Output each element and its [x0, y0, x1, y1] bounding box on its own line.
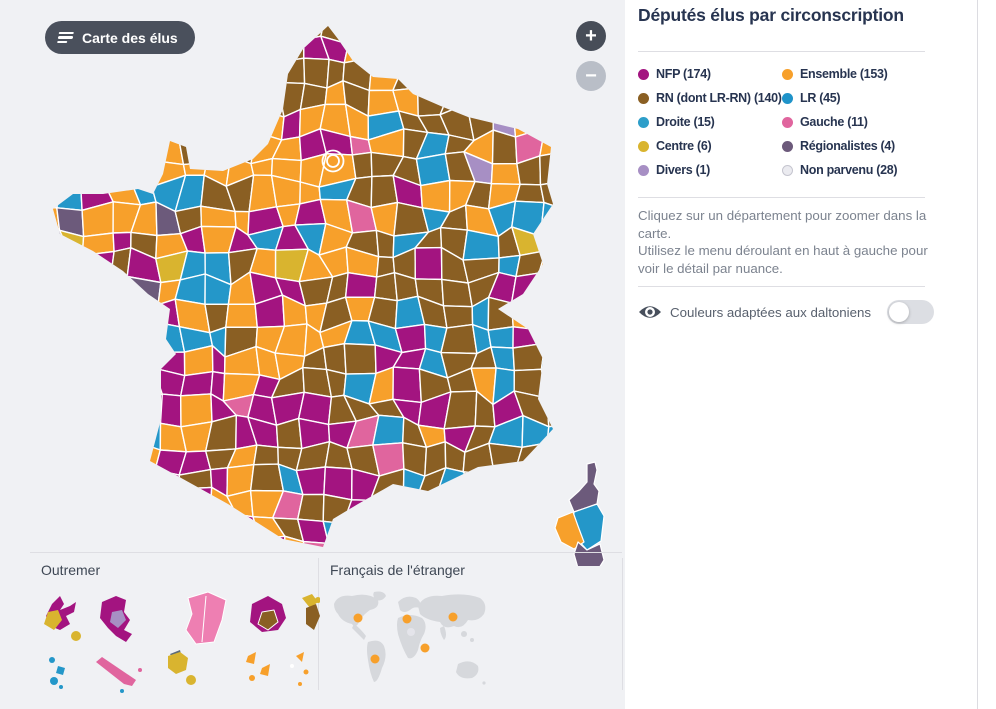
territory-reunion[interactable] [250, 596, 286, 632]
legend-item-rn: RN (dont LR-RN) (140) [638, 91, 782, 105]
minus-icon: − [585, 65, 597, 87]
france-map[interactable] [38, 14, 613, 566]
territory-guadeloupe[interactable] [44, 596, 81, 641]
zoom-in-button[interactable]: + [576, 21, 606, 51]
legend-item-regionalistes: Régionalistes (4) [782, 139, 932, 153]
map-panel: Carte des élus + − [0, 0, 625, 709]
party-legend: NFP (174) Ensemble (153) RN (dont LR-RN)… [638, 62, 938, 182]
legend-item-lr: LR (45) [782, 91, 932, 105]
map-layers-button-label: Carte des élus [82, 29, 178, 46]
instruction-line-2: Utilisez le menu déroulant en haut à gau… [638, 243, 928, 276]
etranger-label: Français de l'étranger [330, 562, 465, 578]
regionalistes-color-dot [782, 140, 793, 152]
section-divider [318, 558, 319, 690]
eye-icon [639, 306, 661, 318]
corsica[interactable] [554, 461, 605, 566]
section-divider [622, 558, 623, 690]
legend-item-ensemble: Ensemble (153) [782, 67, 932, 81]
divider [638, 197, 925, 198]
divers-color-dot [638, 164, 649, 176]
toggle-knob [889, 302, 909, 322]
paris-zoom-marker[interactable] [321, 149, 345, 173]
colorblind-toggle[interactable] [887, 300, 934, 324]
world-map[interactable] [330, 590, 490, 698]
world-continents [334, 591, 486, 685]
nfp-color-dot [638, 68, 649, 80]
map-instructions: Cliquez sur un département pour zoomer d… [638, 207, 934, 277]
widget-edge-divider [977, 0, 978, 709]
territory-martinique[interactable] [100, 596, 132, 642]
centre-color-dot [638, 140, 649, 152]
outremer-map[interactable] [30, 586, 320, 698]
divider [638, 286, 925, 287]
legend-item-centre: Centre (6) [638, 139, 782, 153]
droite-color-dot [638, 116, 649, 128]
zoom-out-button[interactable]: − [576, 61, 606, 91]
ensemble-color-dot [782, 68, 793, 80]
legend-item-gauche: Gauche (11) [782, 115, 932, 129]
territory-nouvelle-caledonie[interactable] [96, 657, 142, 693]
page-title: Députés élus par circonscription [638, 5, 904, 25]
bottom-divider [30, 552, 622, 553]
territory-wallis[interactable] [168, 650, 196, 685]
plus-icon: + [585, 25, 597, 47]
territory-divers-iles[interactable] [290, 652, 309, 686]
map-layers-button[interactable]: Carte des élus [45, 21, 195, 54]
legend-item-nfp: NFP (174) [638, 67, 782, 81]
legend-item-droite: Droite (15) [638, 115, 782, 129]
territory-mayotte[interactable] [302, 594, 320, 630]
outremer-label: Outremer [41, 562, 101, 578]
circonscriptions-mosaic[interactable] [38, 14, 613, 566]
etranger-result-dots[interactable] [353, 612, 458, 664]
results-sidebar: Députés élus par circonscription NFP (17… [625, 0, 996, 709]
colorblind-row: Couleurs adaptées aux daltoniens [638, 297, 934, 327]
divider [638, 51, 925, 52]
instruction-line-1: Cliquez sur un département pour zoomer d… [638, 208, 927, 241]
territory-polynesie[interactable] [246, 652, 270, 681]
gauche-color-dot [782, 116, 793, 128]
territory-saint-pierre[interactable] [49, 657, 65, 689]
rn-color-dot [638, 92, 649, 104]
non-parvenu-color-dot [782, 164, 793, 176]
legend-item-divers: Divers (1) [638, 163, 782, 177]
colorblind-label: Couleurs adaptées aux daltoniens [670, 304, 872, 320]
lr-color-dot [782, 92, 793, 104]
legend-item-non-parvenu: Non parvenu (28) [782, 163, 932, 177]
territory-guyane[interactable] [185, 591, 227, 645]
